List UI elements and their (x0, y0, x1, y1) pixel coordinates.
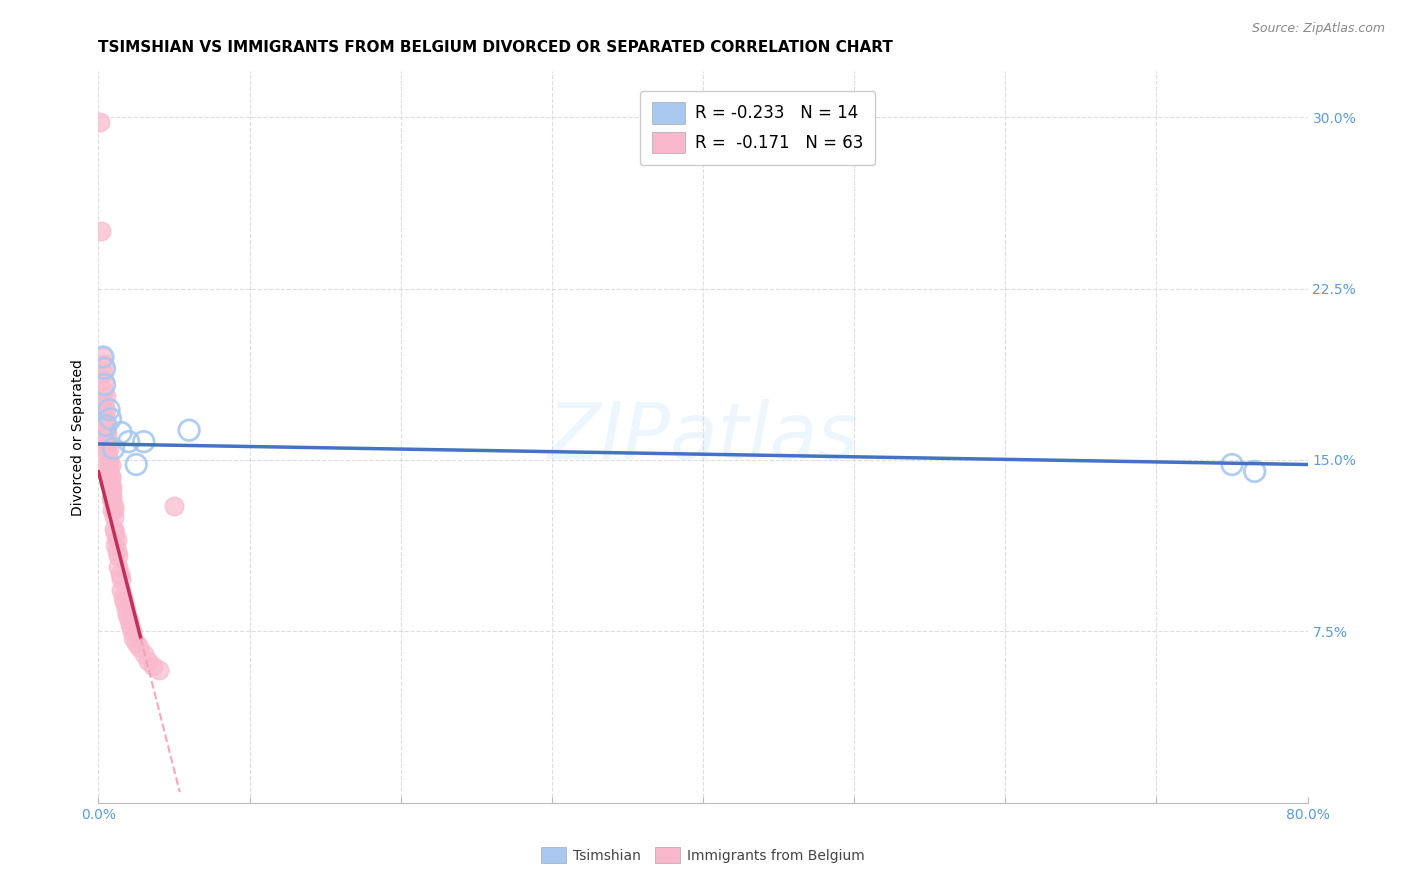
Point (96, 458, 118, 472)
Point (125, 636, 148, 650)
Point (125, 458, 148, 472)
Point (93, 377, 115, 392)
Point (96, 442, 118, 456)
Text: Source: ZipAtlas.com: Source: ZipAtlas.com (1251, 22, 1385, 36)
Point (96, 449, 118, 463)
Point (148, 663, 170, 677)
Point (100, 412, 122, 426)
Point (94, 412, 117, 426)
Point (101, 491, 124, 506)
Point (96, 425, 118, 440)
Point (101, 480, 124, 494)
Point (179, 423, 201, 437)
Point (118, 613, 141, 627)
Point (100, 458, 122, 472)
Point (91, 350, 114, 364)
Point (121, 624, 143, 639)
Point (108, 567, 131, 582)
Point (93, 384, 115, 399)
Point (132, 434, 155, 449)
Legend: Tsimshian, Immigrants from Belgium: Tsimshian, Immigrants from Belgium (536, 842, 870, 869)
Point (100, 480, 122, 494)
Point (120, 617, 142, 632)
Point (96, 434, 118, 449)
Point (103, 442, 125, 456)
Text: TSIMSHIAN VS IMMIGRANTS FROM BELGIUM DIVORCED OR SEPARATED CORRELATION CHART: TSIMSHIAN VS IMMIGRANTS FROM BELGIUM DIV… (98, 40, 893, 55)
Point (115, 608, 138, 623)
Point (93, 361, 115, 376)
Point (104, 537, 127, 551)
Point (118, 434, 141, 449)
Point (101, 487, 124, 501)
Point (98, 458, 121, 472)
Point (136, 654, 159, 668)
Point (93, 396, 115, 410)
Point (93, 401, 115, 415)
Point (98, 442, 121, 456)
Point (132, 647, 155, 661)
Point (100, 491, 122, 506)
Point (128, 640, 150, 655)
Point (1220, 458, 1243, 472)
Point (90, 224, 112, 238)
Point (94, 418, 117, 433)
Point (100, 471, 122, 485)
Point (101, 503, 124, 517)
Point (107, 549, 129, 563)
Point (98, 453, 121, 467)
Point (94, 425, 117, 440)
Point (163, 499, 186, 513)
Point (93, 373, 115, 387)
Y-axis label: Divorced or Separated: Divorced or Separated (70, 359, 84, 516)
Point (103, 503, 125, 517)
Point (94, 402, 117, 417)
Text: ZIPatlas: ZIPatlas (547, 399, 859, 475)
Point (111, 590, 134, 604)
Point (105, 533, 128, 547)
Point (94, 430, 117, 444)
Point (98, 402, 121, 417)
Point (91, 366, 114, 380)
Point (122, 632, 145, 646)
Point (103, 521, 125, 535)
Point (94, 442, 117, 456)
Point (91, 350, 114, 364)
Point (103, 510, 125, 524)
Point (105, 544, 128, 558)
Point (110, 425, 132, 440)
Point (114, 601, 136, 615)
Point (94, 418, 117, 433)
Point (94, 389, 117, 403)
Point (98, 475, 121, 490)
Point (110, 583, 132, 598)
Point (142, 658, 165, 673)
Point (107, 560, 129, 574)
Point (93, 357, 115, 371)
Point (100, 469, 122, 483)
Point (103, 499, 125, 513)
Point (89, 114, 111, 128)
Point (110, 572, 132, 586)
Point (104, 526, 127, 541)
Point (98, 464, 121, 478)
Point (112, 595, 135, 609)
Point (1243, 464, 1265, 478)
